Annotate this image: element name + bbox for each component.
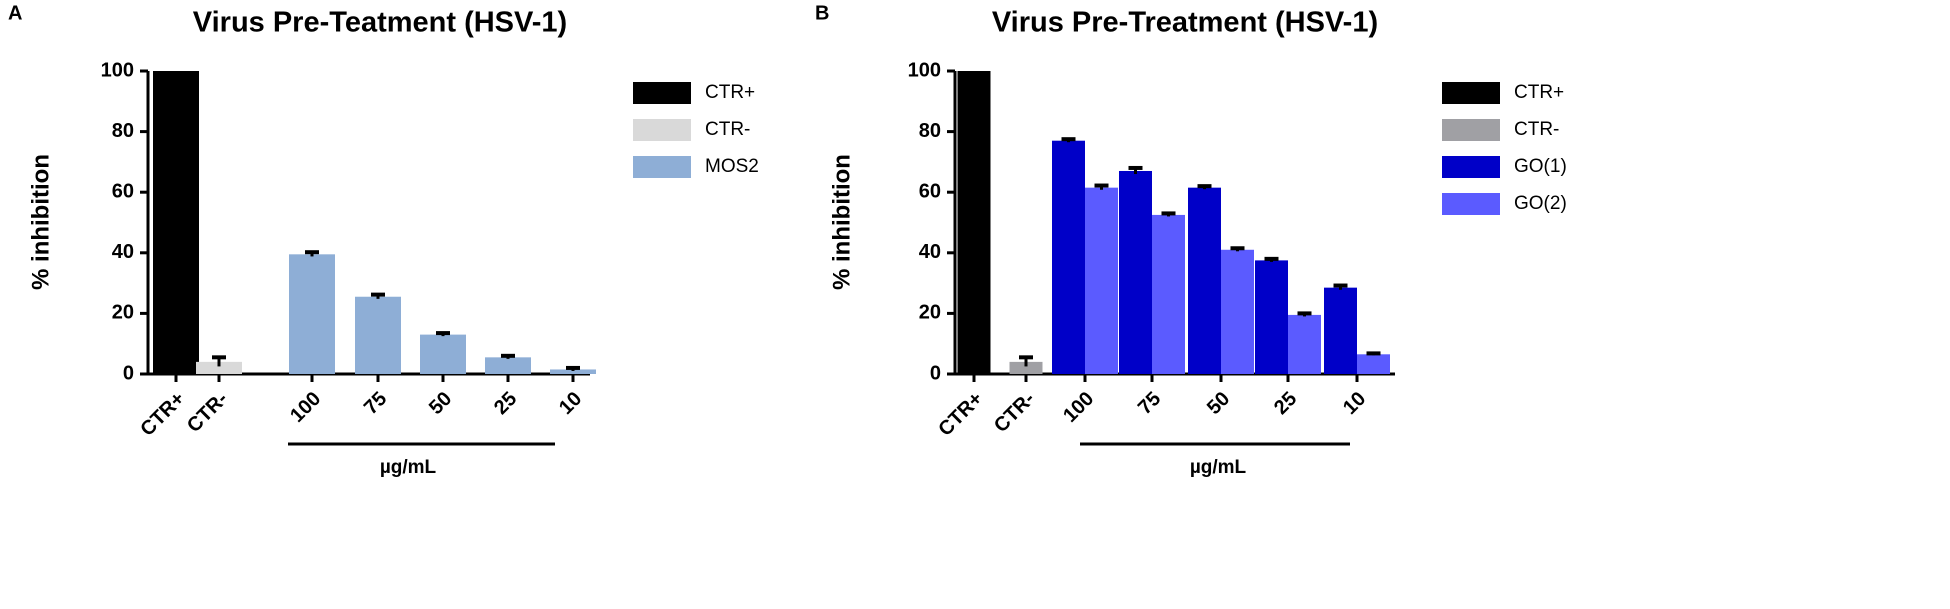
legend-label: CTR+ bbox=[1514, 82, 1564, 103]
x-tick-label: 25 bbox=[1270, 388, 1301, 419]
bar bbox=[1188, 187, 1221, 374]
legend-swatch bbox=[1442, 156, 1500, 178]
legend-swatch bbox=[1442, 82, 1500, 104]
bar bbox=[355, 296, 401, 374]
bar bbox=[1357, 354, 1390, 374]
legend-label: GO(2) bbox=[1514, 193, 1567, 214]
y-tick-label: 0 bbox=[123, 362, 134, 384]
panel-label: B bbox=[815, 2, 829, 24]
x-tick-label: CTR+ bbox=[934, 388, 987, 441]
x-tick-label: 75 bbox=[1134, 388, 1165, 419]
x-tick-label: 50 bbox=[425, 388, 456, 419]
legend-label: CTR- bbox=[705, 119, 750, 140]
bar bbox=[289, 254, 335, 374]
legend-swatch bbox=[633, 82, 691, 104]
y-tick-label: 40 bbox=[112, 241, 134, 263]
legend-label: GO(1) bbox=[1514, 156, 1567, 177]
legend-swatch bbox=[1442, 193, 1500, 215]
bar bbox=[420, 334, 466, 374]
legend-label: CTR- bbox=[1514, 119, 1559, 140]
y-tick-label: 100 bbox=[908, 59, 941, 81]
x-tick-label: CTR- bbox=[183, 388, 232, 437]
x-axis-label: µg/mL bbox=[1190, 457, 1247, 478]
legend-swatch bbox=[633, 119, 691, 141]
bar bbox=[1221, 249, 1254, 374]
chart-title: Virus Pre-Teatment (HSV-1) bbox=[193, 7, 567, 39]
x-axis-label: µg/mL bbox=[380, 457, 437, 478]
y-tick-label: 80 bbox=[112, 120, 134, 142]
y-axis-label: % inhibition bbox=[828, 154, 855, 290]
x-tick-label: 10 bbox=[555, 388, 586, 419]
x-tick-label: 10 bbox=[1339, 388, 1370, 419]
y-tick-label: 60 bbox=[112, 180, 134, 202]
bar bbox=[1052, 140, 1085, 374]
bar bbox=[1119, 170, 1152, 374]
legend-swatch bbox=[633, 156, 691, 178]
y-tick-label: 80 bbox=[919, 120, 941, 142]
bar bbox=[1009, 361, 1043, 374]
y-tick-label: 100 bbox=[101, 59, 134, 81]
bar bbox=[153, 71, 199, 374]
bar bbox=[485, 357, 531, 374]
chart-title: Virus Pre-Treatment (HSV-1) bbox=[992, 7, 1378, 39]
bar bbox=[550, 369, 596, 374]
y-tick-label: 40 bbox=[919, 241, 941, 263]
legend-swatch bbox=[1442, 119, 1500, 141]
bar bbox=[957, 71, 991, 374]
x-tick-label: 75 bbox=[360, 388, 391, 419]
y-tick-label: 20 bbox=[112, 302, 134, 324]
bar bbox=[196, 361, 242, 374]
bar bbox=[1085, 187, 1118, 374]
bar bbox=[1152, 214, 1185, 374]
y-tick-label: 60 bbox=[919, 180, 941, 202]
y-axis-label: % inhibition bbox=[27, 154, 54, 290]
y-tick-label: 20 bbox=[919, 302, 941, 324]
x-tick-label: CTR+ bbox=[136, 388, 189, 441]
x-tick-label: 25 bbox=[490, 388, 521, 419]
x-tick-label: CTR- bbox=[990, 388, 1039, 437]
legend-label: CTR+ bbox=[705, 82, 755, 103]
panel-label: A bbox=[8, 2, 22, 24]
legend-label: MOS2 bbox=[705, 156, 759, 177]
x-tick-label: 100 bbox=[286, 388, 325, 427]
x-tick-label: 50 bbox=[1203, 388, 1234, 419]
bar bbox=[1255, 260, 1288, 374]
bar bbox=[1288, 314, 1321, 374]
bar bbox=[1324, 287, 1357, 374]
x-tick-label: 100 bbox=[1059, 388, 1098, 427]
y-tick-label: 0 bbox=[930, 362, 941, 384]
